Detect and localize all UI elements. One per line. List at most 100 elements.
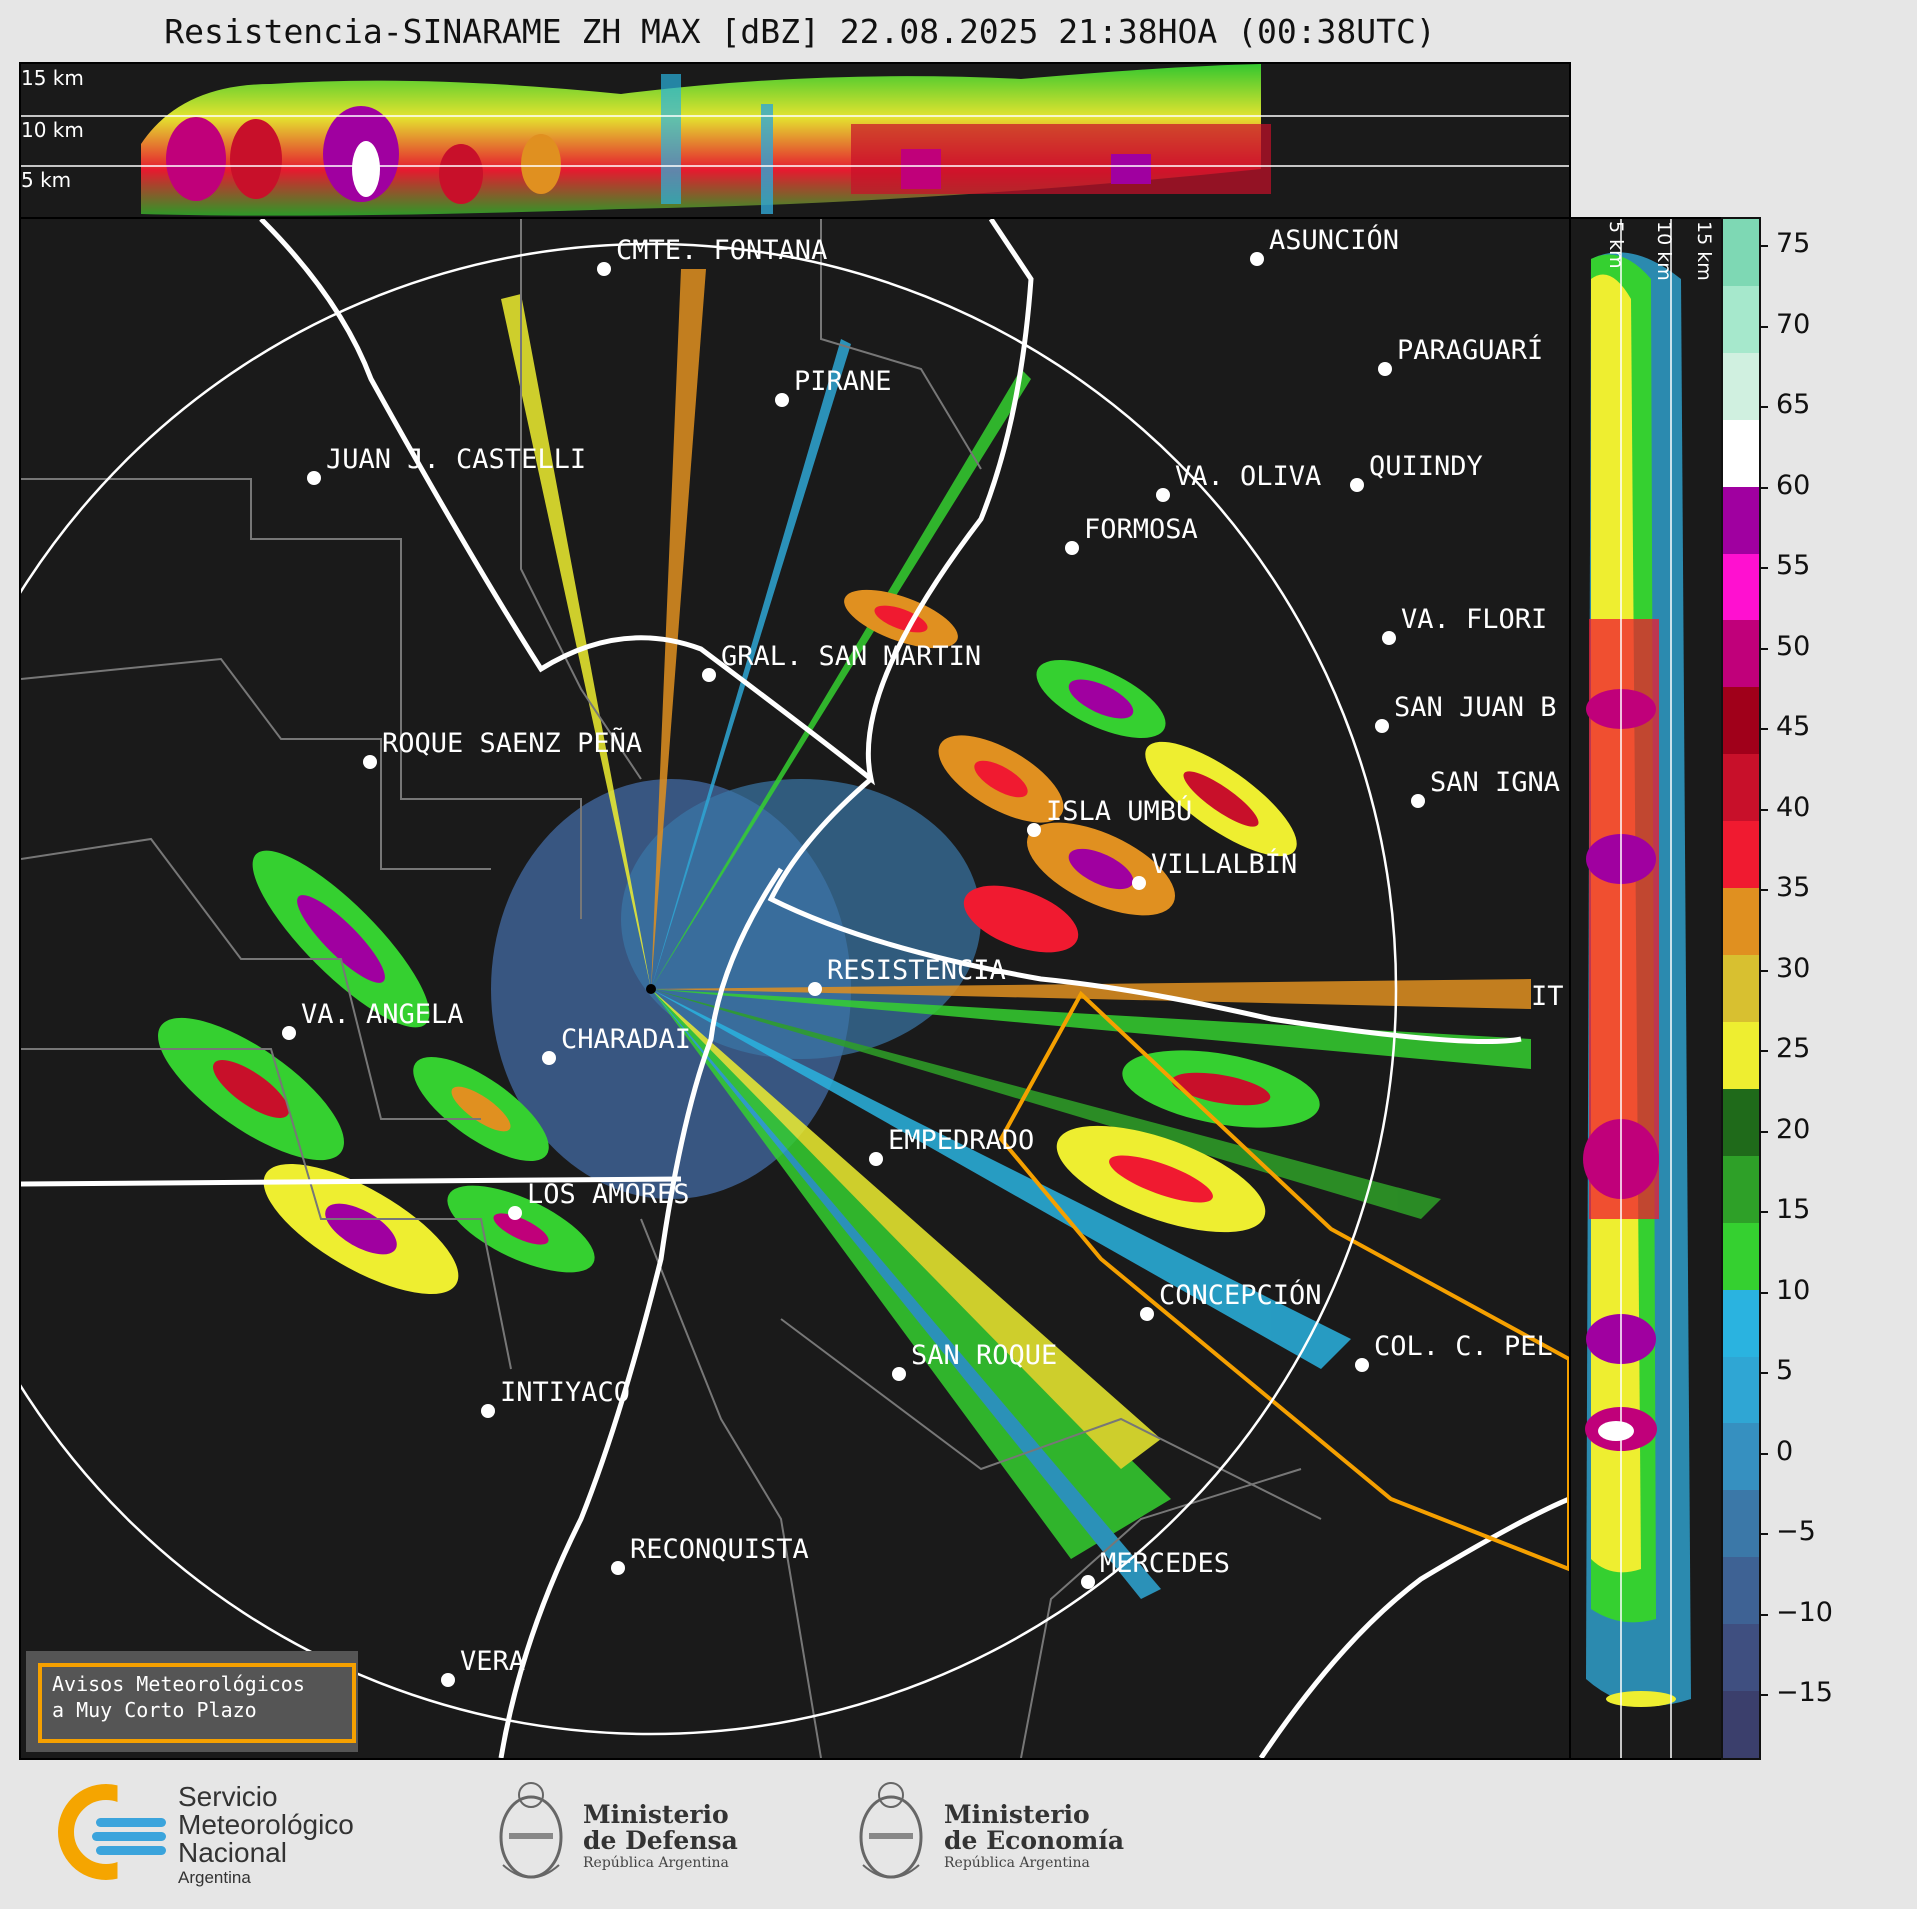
notice-line-2: a Muy Corto Plazo — [52, 1698, 257, 1722]
colorbar-tick-label: 35 — [1776, 872, 1811, 903]
colorbar-tick-label: 45 — [1776, 711, 1811, 742]
colorbar-tick-label: 5 — [1776, 1355, 1794, 1386]
colorbar-tick — [1760, 1050, 1768, 1052]
international-borders — [21, 219, 1569, 1758]
colorbar-segment — [1723, 619, 1759, 688]
colorbar-segment — [1723, 1422, 1759, 1491]
province-borders — [21, 219, 1322, 1758]
storm-cells — [158, 589, 1320, 1294]
colorbar-tick — [1760, 1372, 1768, 1374]
right-cross-section-echoes — [1583, 219, 1691, 1758]
smn-line-2: Meteorológico — [178, 1809, 354, 1840]
radar-map — [21, 219, 1569, 1758]
radar-site — [646, 984, 656, 994]
colorbar-tick — [1760, 808, 1768, 811]
economia-name: Ministerio de Economía República Argenti… — [944, 1802, 1124, 1872]
colorbar — [1721, 217, 1761, 1760]
colorbar-segment — [1723, 284, 1759, 353]
warning-polygon — [998, 990, 1569, 1572]
colorbar-tick-label: 55 — [1776, 550, 1811, 581]
colorbar-tick-label: 65 — [1776, 389, 1811, 420]
height-label-10km-right: 10 km — [1653, 221, 1675, 281]
colorbar-segment — [1723, 820, 1759, 889]
colorbar-segment — [1723, 1221, 1759, 1290]
height-label-15km: 15 km — [21, 66, 84, 90]
colorbar-tick-label: 20 — [1776, 1113, 1811, 1145]
height-label-15km-right: 15 km — [1693, 221, 1715, 281]
colorbar-tick-label: 60 — [1776, 469, 1811, 501]
colorbar-tick-label: 10 — [1776, 1274, 1811, 1306]
colorbar-segment — [1723, 485, 1759, 554]
colorbar-segment — [1723, 1355, 1759, 1424]
defensa-line-1: Ministerio — [583, 1800, 729, 1829]
colorbar-tick-label: 25 — [1776, 1033, 1811, 1064]
smn-line-3: Nacional — [178, 1837, 287, 1868]
notice-line-1: Avisos Meteorológicos — [52, 1672, 305, 1696]
colorbar-tick — [1760, 245, 1768, 247]
colorbar-segment — [1723, 686, 1759, 755]
colorbar-tick-label: −5 — [1776, 1516, 1816, 1547]
radar-map-panel: CMTE. FONTANA ASUNCIÓN PARAGUARÍ PIRANE … — [19, 217, 1571, 1760]
chart-title: Resistencia-SINARAME ZH MAX [dBZ] 22.08.… — [164, 12, 1436, 51]
top-cross-section-echoes — [21, 64, 1569, 216]
smn-line-4: Argentina — [178, 1868, 251, 1887]
colorbar-tick-label: 75 — [1776, 228, 1811, 259]
radar-spokes — [501, 269, 1531, 1599]
defensa-name: Ministerio de Defensa República Argentin… — [583, 1802, 738, 1872]
colorbar-tick — [1760, 406, 1768, 408]
colorbar-tick-label: −10 — [1776, 1596, 1833, 1628]
colorbar-segment — [1723, 552, 1759, 621]
colorbar-segment — [1723, 1087, 1759, 1156]
colorbar-segment — [1723, 1288, 1759, 1357]
colorbar-segment — [1723, 1690, 1759, 1758]
colorbar-segment — [1723, 1556, 1759, 1625]
colorbar-segment — [1723, 418, 1759, 487]
colorbar-segment — [1723, 1154, 1759, 1223]
height-label-10km: 10 km — [21, 118, 84, 142]
smn-logo — [58, 1784, 168, 1884]
colorbar-segment — [1723, 1489, 1759, 1558]
colorbar-tick — [1760, 728, 1768, 730]
colorbar-tick-label: 30 — [1776, 952, 1811, 984]
defensa-line-2: de Defensa — [583, 1826, 738, 1855]
colorbar-tick — [1760, 1533, 1768, 1535]
colorbar-segment — [1723, 1020, 1759, 1089]
colorbar-tick — [1760, 1211, 1768, 1213]
colorbar-segment — [1723, 351, 1759, 420]
range-ring — [21, 242, 1398, 1736]
colorbar-tick — [1760, 889, 1768, 891]
colorbar-tick — [1760, 325, 1768, 328]
colorbar-tick-label: 15 — [1776, 1194, 1811, 1225]
defensa-line-3: República Argentina — [583, 1855, 729, 1871]
colorbar-tick-label: 70 — [1776, 308, 1811, 340]
height-label-5km: 5 km — [21, 168, 72, 192]
colorbar-tick — [1760, 1130, 1768, 1133]
argentina-seal-icon-defensa — [495, 1775, 567, 1893]
colorbar-segment — [1723, 219, 1759, 286]
colorbar-tick-label: −15 — [1776, 1677, 1833, 1708]
colorbar-segment — [1723, 1623, 1759, 1692]
colorbar-tick — [1760, 647, 1768, 650]
smn-line-1: Servicio — [178, 1781, 278, 1812]
colorbar-tick — [1760, 1452, 1768, 1455]
colorbar-tick — [1760, 567, 1768, 569]
colorbar-tick — [1760, 1613, 1768, 1616]
colorbar-segment — [1723, 887, 1759, 956]
smn-name: Servicio Meteorológico Nacional Argentin… — [178, 1783, 354, 1889]
colorbar-tick — [1760, 1291, 1768, 1294]
right-cross-section-panel: 5 km 10 km 15 km — [1569, 217, 1723, 1760]
warning-notice-box: Avisos Meteorológicos a Muy Corto Plazo — [26, 1651, 358, 1752]
economia-line-3: República Argentina — [944, 1855, 1090, 1871]
colorbar-tick — [1760, 969, 1768, 972]
colorbar-segment — [1723, 954, 1759, 1022]
economia-line-2: de Economía — [944, 1826, 1125, 1855]
colorbar-segment — [1723, 753, 1759, 822]
height-label-5km-right: 5 km — [1605, 221, 1627, 269]
top-cross-section-panel: 15 km 10 km 5 km — [19, 62, 1571, 219]
colorbar-tick — [1760, 486, 1768, 489]
colorbar-tick — [1760, 1694, 1768, 1696]
argentina-seal-icon-economia — [855, 1775, 927, 1893]
colorbar-tick-label: 0 — [1776, 1435, 1794, 1467]
economia-line-1: Ministerio — [944, 1800, 1090, 1829]
colorbar-tick-label: 40 — [1776, 791, 1811, 823]
